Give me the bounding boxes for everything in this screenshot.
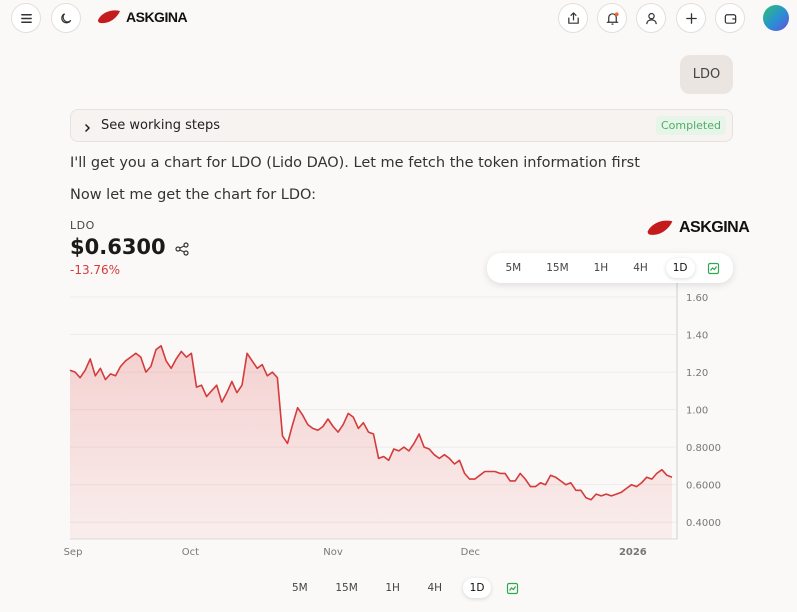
working-steps-toggle[interactable]: See working steps Completed <box>70 109 733 142</box>
assistant-reply-line-1: I'll get you a chart for LDO (Lido DAO).… <box>70 155 640 171</box>
line-chart-icon[interactable] <box>706 260 722 276</box>
line-chart-icon[interactable] <box>505 580 521 596</box>
y-tick-label: 0.8000 <box>686 443 721 454</box>
share-icon <box>567 11 579 24</box>
x-tick-label: Dec <box>461 547 480 558</box>
new-chat-button[interactable] <box>676 3 706 33</box>
status-badge: Completed <box>656 116 726 135</box>
chart-symbol: LDO <box>70 219 95 232</box>
askgina-logo-icon <box>98 10 120 24</box>
wallet-button[interactable] <box>715 3 745 33</box>
chevron-right-icon <box>81 119 93 138</box>
timeframe-1d[interactable]: 1D <box>665 258 695 278</box>
profile-button[interactable] <box>636 3 666 33</box>
chart-logo: ASKGINA <box>646 219 750 237</box>
timeframe-4h[interactable]: 4H <box>633 262 648 274</box>
price-chart: 1.60 1.40 1.20 1.00 0.8000 0.6000 0.4000 Sep Oc… <box>64 280 721 558</box>
timeframe-15m[interactable]: 15M <box>335 582 358 594</box>
theme-toggle-button[interactable] <box>51 3 81 33</box>
moon-icon <box>60 12 71 23</box>
plus-icon <box>685 12 697 24</box>
timeframe-4h[interactable]: 4H <box>427 582 443 594</box>
share-chart-button[interactable] <box>174 241 190 257</box>
header-logo[interactable]: ASKGINA <box>97 9 188 25</box>
share-nodes-icon <box>175 242 189 256</box>
timeframe-5m[interactable]: 5M <box>505 262 522 274</box>
timeframe-1d[interactable]: 1D <box>462 578 492 598</box>
x-tick-label: Nov <box>323 547 343 558</box>
avatar[interactable] <box>763 5 789 31</box>
x-tick-label: Sep <box>64 547 83 558</box>
menu-icon <box>20 13 32 23</box>
notifications-button[interactable] <box>597 3 627 33</box>
y-tick-label: 0.4000 <box>686 518 721 529</box>
timeframe-15m[interactable]: 15M <box>546 262 569 274</box>
y-tick-label: 1.00 <box>686 406 708 417</box>
y-tick-label: 1.20 <box>686 368 708 379</box>
user-icon <box>645 12 657 24</box>
bell-icon <box>605 11 619 25</box>
notification-dot <box>614 11 619 16</box>
price-area <box>70 345 672 539</box>
x-tick-label: 2026 <box>619 547 647 558</box>
chart-price: $0.6300 <box>70 235 166 259</box>
x-tick-label: Oct <box>182 547 199 558</box>
working-steps-label: See working steps <box>101 118 220 133</box>
timeframe-5m[interactable]: 5M <box>292 582 308 594</box>
timeframe-selector-bar: 5M 15M 1H 4H 1D <box>285 577 521 599</box>
chart-change: -13.76% <box>70 263 121 277</box>
user-message: LDO <box>680 55 733 94</box>
y-tick-label: 1.40 <box>686 331 708 342</box>
share-button[interactable] <box>558 3 588 33</box>
price-line <box>69 345 673 501</box>
logo-text: ASKGINA <box>126 9 188 25</box>
timeframe-1h[interactable]: 1H <box>385 582 400 594</box>
menu-button[interactable] <box>11 3 41 33</box>
chart-logo-text: ASKGINA <box>679 219 750 236</box>
timeframe-selector-popup: 5M 15M 1H 4H 1D <box>487 253 733 283</box>
y-tick-label: 0.6000 <box>686 481 721 492</box>
wallet-icon <box>724 13 736 24</box>
y-tick-label: 1.60 <box>686 293 708 304</box>
assistant-reply-line-2: Now let me get the chart for LDO: <box>70 187 317 203</box>
askgina-logo-icon <box>647 220 673 235</box>
timeframe-1h[interactable]: 1H <box>593 262 609 274</box>
